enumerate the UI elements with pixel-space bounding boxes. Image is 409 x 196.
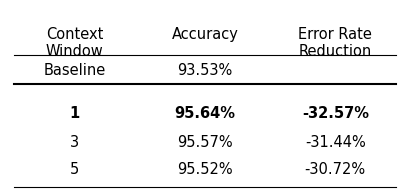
Text: 95.57%: 95.57%	[177, 135, 232, 150]
Text: -30.72%: -30.72%	[304, 162, 365, 177]
Text: -31.44%: -31.44%	[304, 135, 365, 150]
Text: Accuracy: Accuracy	[171, 26, 238, 42]
Text: 1: 1	[70, 106, 80, 121]
Text: 93.53%: 93.53%	[177, 64, 232, 78]
Text: 5: 5	[70, 162, 79, 177]
Text: -32.57%: -32.57%	[301, 106, 368, 121]
Text: 95.52%: 95.52%	[177, 162, 232, 177]
Text: Error Rate
Reduction: Error Rate Reduction	[298, 26, 371, 59]
Text: Context
Window: Context Window	[46, 26, 103, 59]
Text: Baseline: Baseline	[43, 64, 106, 78]
Text: 3: 3	[70, 135, 79, 150]
Text: 95.64%: 95.64%	[174, 106, 235, 121]
